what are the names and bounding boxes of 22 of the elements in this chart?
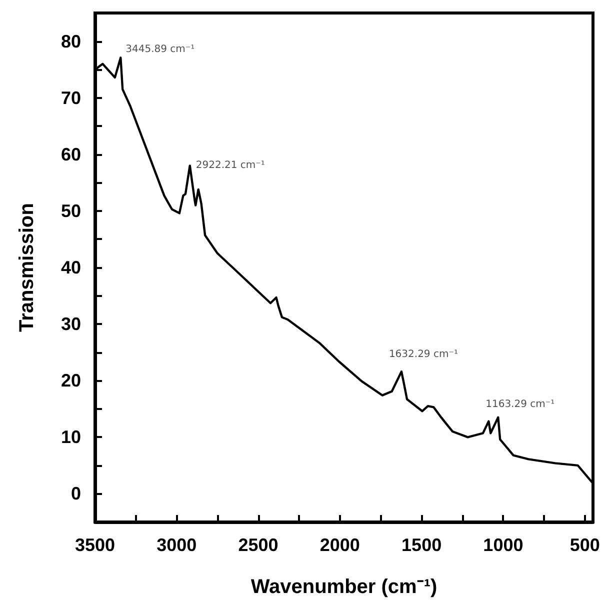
x-tick-label: 1000 [483, 535, 524, 555]
y-tick-label: 80 [60, 31, 81, 52]
y-tick-label: 20 [60, 370, 81, 391]
annotation: 3445.89 cm⁻¹ [126, 44, 195, 56]
y-axis-title: Transmission [16, 203, 38, 332]
annotation: 2922.21 cm⁻¹ [196, 160, 265, 172]
x-tick-label: 2000 [320, 535, 360, 555]
y-tick-label: 10 [60, 427, 81, 448]
y-tick-label: 50 [60, 200, 81, 221]
x-tick-label: 2500 [238, 535, 278, 555]
x-tick-label: 3000 [156, 535, 197, 555]
y-tick-label: 30 [60, 314, 81, 334]
y-tick-label: 0 [70, 484, 81, 504]
x-tick-label: 1500 [402, 535, 442, 555]
x-axis-title: Wavenumber (cm⁻¹) [250, 576, 438, 598]
x-tick-label: 500 [570, 535, 600, 555]
y-tick-label: 70 [60, 88, 81, 108]
annotation: 1163.29 cm⁻¹ [486, 398, 555, 410]
y-tick-label: 40 [60, 258, 81, 278]
x-tick-label: 3500 [74, 535, 116, 555]
y-tick-label: 60 [60, 144, 81, 164]
annotation: 1632.29 cm⁻¹ [388, 349, 458, 360]
